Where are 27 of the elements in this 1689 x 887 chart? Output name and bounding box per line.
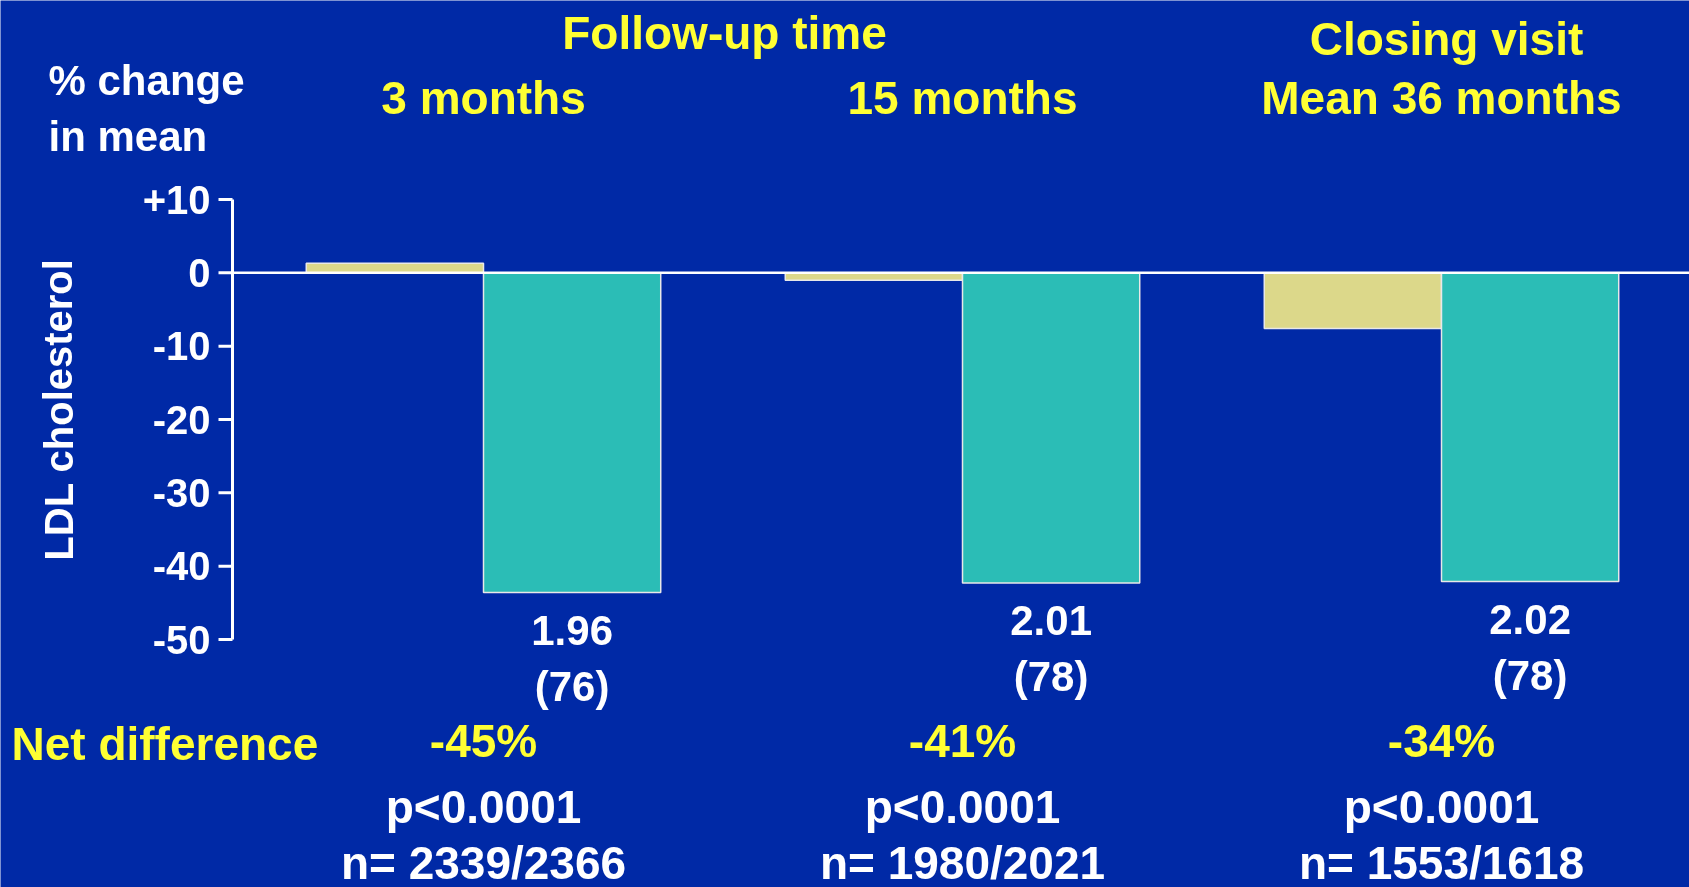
text: -41% [908, 714, 1017, 767]
annotation: 1.96 (76) [531, 606, 613, 710]
text: n= 2339/2366 [340, 836, 627, 887]
text: -45% [429, 714, 538, 767]
x-tick-label: Mean 36 months [1261, 71, 1622, 124]
text: Closing visit [1309, 12, 1584, 65]
annotation: 2.02 (78) [1489, 595, 1571, 699]
y-tick-label: -10 [152, 324, 211, 369]
y-axis-title: LDL cholesterol [36, 259, 81, 561]
text: n= 1980/2021 [819, 836, 1106, 887]
x-tick-label: 3 months [381, 71, 586, 124]
text: % change in mean [48, 56, 245, 161]
text: p<0.0001 [385, 780, 582, 833]
text: n= 1553/1618 [1298, 836, 1585, 887]
annotation: 2.01 (78) [1010, 597, 1092, 701]
y-tick-label: -20 [152, 397, 211, 442]
x-tick-label: 15 months [847, 71, 1078, 124]
y-tick-label: -50 [152, 617, 211, 662]
text: Net difference [11, 717, 319, 770]
text: -34% [1387, 714, 1496, 767]
text: p<0.0001 [1343, 780, 1540, 833]
y-tick-label: -40 [152, 544, 211, 589]
y-tick-label: +10 [142, 177, 211, 222]
text: Follow-up time [562, 6, 887, 59]
y-tick-label: -30 [152, 470, 211, 515]
y-tick-label: 0 [188, 250, 211, 295]
text: p<0.0001 [864, 780, 1061, 833]
